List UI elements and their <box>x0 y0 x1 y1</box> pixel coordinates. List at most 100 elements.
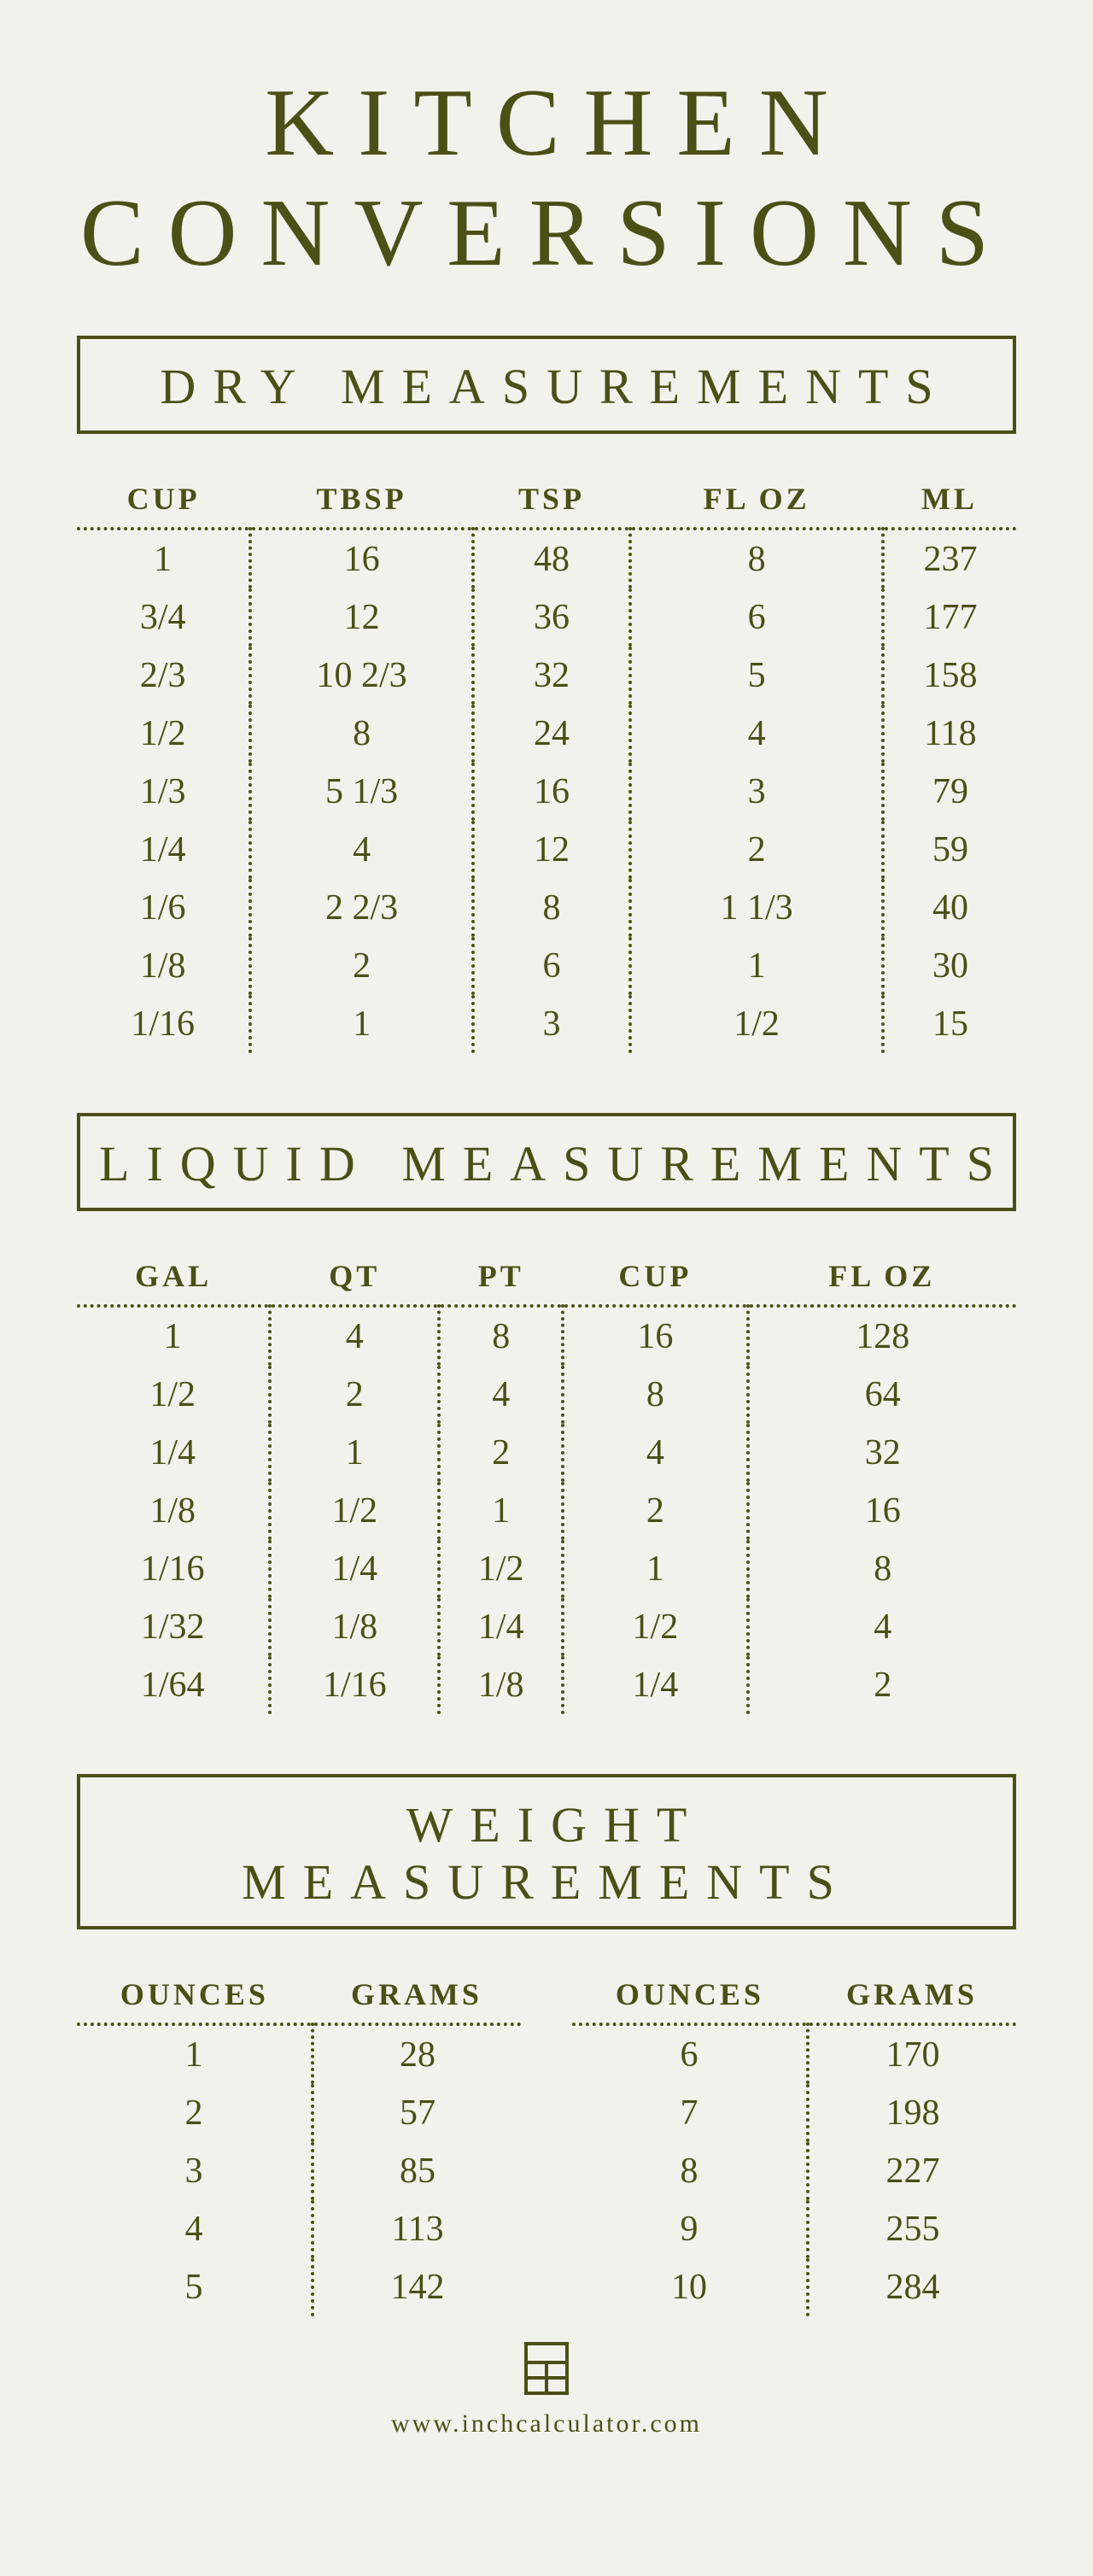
table-cell: 16 <box>563 1306 747 1366</box>
table-cell: 4 <box>439 1366 563 1424</box>
table-cell: 142 <box>313 2258 521 2316</box>
table-cell: 118 <box>883 705 1016 763</box>
table-cell: 4 <box>77 2200 313 2258</box>
dry-col: CUP <box>77 481 250 529</box>
table-cell: 79 <box>883 763 1016 821</box>
table-cell: 4 <box>250 821 472 879</box>
table-cell: 6 <box>572 2024 808 2084</box>
table-cell: 6 <box>630 588 883 647</box>
table-cell: 2 2/3 <box>250 879 472 937</box>
liquid-col: QT <box>270 1258 439 1306</box>
weight-left-tbody: 12825738541135142 <box>77 2024 521 2316</box>
table-cell: 1/8 <box>77 937 250 995</box>
table-row: 8227 <box>572 2142 1016 2200</box>
table-cell: 1 <box>439 1482 563 1540</box>
table-cell: 1 <box>77 2024 313 2084</box>
table-cell: 284 <box>808 2258 1016 2316</box>
table-cell: 2 <box>748 1656 1016 1714</box>
table-row: 385 <box>77 2142 521 2200</box>
table-cell: 8 <box>439 1306 563 1366</box>
table-cell: 4 <box>563 1424 747 1482</box>
table-cell: 1/6 <box>77 879 250 937</box>
liquid-col: GAL <box>77 1258 270 1306</box>
table-cell: 1 1/3 <box>630 879 883 937</box>
table-row: 1/641/161/81/42 <box>77 1656 1016 1714</box>
table-row: 14816128 <box>77 1306 1016 1366</box>
table-row: 9255 <box>572 2200 1016 2258</box>
weight-table-left: OUNCES GRAMS 12825738541135142 <box>77 1976 521 2316</box>
liquid-table: GAL QT PT CUP FL OZ 148161281/2248641/41… <box>77 1258 1016 1714</box>
table-cell: 85 <box>313 2142 521 2200</box>
table-row: 10284 <box>572 2258 1016 2316</box>
liquid-col: CUP <box>563 1258 747 1306</box>
table-cell: 128 <box>748 1306 1016 1366</box>
table-cell: 158 <box>883 647 1016 705</box>
table-cell: 8 <box>563 1366 747 1424</box>
table-cell: 1/4 <box>439 1598 563 1656</box>
liquid-tbody: 148161281/2248641/4124321/81/212161/161/… <box>77 1306 1016 1714</box>
weight-col: OUNCES <box>572 1976 808 2024</box>
table-cell: 8 <box>473 879 630 937</box>
weight-tables: OUNCES GRAMS 12825738541135142 OUNCES GR… <box>77 1976 1016 2316</box>
table-cell: 16 <box>473 763 630 821</box>
table-cell: 12 <box>473 821 630 879</box>
table-cell: 1/2 <box>270 1482 439 1540</box>
table-cell: 198 <box>808 2084 1016 2142</box>
table-cell: 5 <box>630 647 883 705</box>
weight-heading: WEIGHT MEASUREMENTS <box>80 1796 1013 1911</box>
table-cell: 10 <box>572 2258 808 2316</box>
table-cell: 3 <box>630 763 883 821</box>
table-row: 1/4412259 <box>77 821 1016 879</box>
table-cell: 64 <box>748 1366 1016 1424</box>
table-cell: 3 <box>77 2142 313 2200</box>
table-cell: 57 <box>313 2084 521 2142</box>
dry-col: TBSP <box>250 481 472 529</box>
table-cell: 113 <box>313 2200 521 2258</box>
table-cell: 4 <box>630 705 883 763</box>
table-row: 128 <box>77 2024 521 2084</box>
table-cell: 36 <box>473 588 630 647</box>
table-row: 7198 <box>572 2084 1016 2142</box>
table-cell: 2 <box>630 821 883 879</box>
table-cell: 2 <box>563 1482 747 1540</box>
table-cell: 1/2 <box>77 705 250 763</box>
page-title: KITCHEN CONVERSIONS <box>77 68 1016 289</box>
dry-col: FL OZ <box>630 481 883 529</box>
table-cell: 2 <box>270 1366 439 1424</box>
liquid-col: FL OZ <box>748 1258 1016 1306</box>
table-cell: 5 <box>77 2258 313 2316</box>
table-cell: 7 <box>572 2084 808 2142</box>
table-cell: 3 <box>473 995 630 1053</box>
table-row: 1/28244118 <box>77 705 1016 763</box>
table-row: 1/224864 <box>77 1366 1016 1424</box>
table-row: 1/826130 <box>77 937 1016 995</box>
table-row: 1/35 1/316379 <box>77 763 1016 821</box>
table-cell: 16 <box>748 1482 1016 1540</box>
table-cell: 1/16 <box>77 995 250 1053</box>
table-row: 5142 <box>77 2258 521 2316</box>
weight-col: OUNCES <box>77 1976 313 2024</box>
table-cell: 255 <box>808 2200 1016 2258</box>
table-row: 1/62 2/381 1/340 <box>77 879 1016 937</box>
table-cell: 6 <box>473 937 630 995</box>
table-row: 1/16131/215 <box>77 995 1016 1053</box>
weight-right-tbody: 617071988227925510284 <box>572 2024 1016 2316</box>
table-cell: 8 <box>250 705 472 763</box>
table-cell: 2 <box>439 1424 563 1482</box>
table-cell: 1/4 <box>563 1656 747 1714</box>
table-cell: 1 <box>250 995 472 1053</box>
table-cell: 1 <box>563 1540 747 1598</box>
table-cell: 1/8 <box>77 1482 270 1540</box>
table-cell: 1 <box>630 937 883 995</box>
table-cell: 8 <box>572 2142 808 2200</box>
footer: www.inchcalculator.com <box>77 2342 1016 2438</box>
table-cell: 177 <box>883 588 1016 647</box>
table-cell: 2/3 <box>77 647 250 705</box>
calculator-icon <box>524 2342 569 2395</box>
table-row: 1/161/41/218 <box>77 1540 1016 1598</box>
table-cell: 2 <box>77 2084 313 2142</box>
table-cell: 2 <box>250 937 472 995</box>
table-cell: 16 <box>250 529 472 588</box>
table-cell: 3/4 <box>77 588 250 647</box>
table-cell: 1 <box>77 529 250 588</box>
